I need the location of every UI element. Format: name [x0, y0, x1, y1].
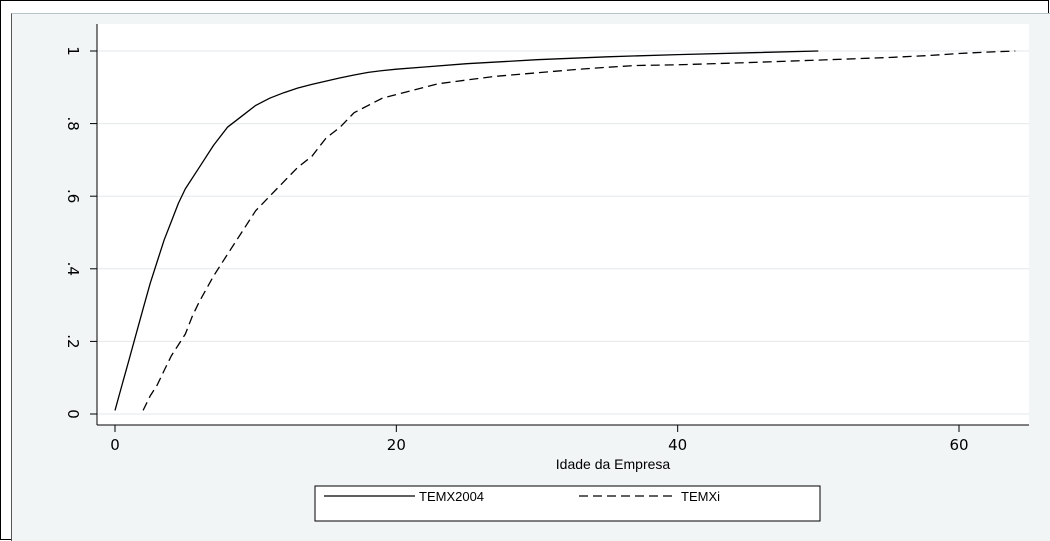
y-tick-label: .8 — [64, 116, 82, 130]
x-tick-label: 60 — [949, 436, 968, 454]
series-line-temxi — [142, 50, 1016, 411]
legend-label-temx2004: TEMX2004 — [419, 489, 484, 504]
x-axis-title: Idade da Empresa — [556, 456, 671, 472]
x-tick-label: 0 — [110, 436, 120, 454]
plot-area — [97, 24, 1029, 425]
y-tick-label: .6 — [64, 189, 82, 203]
series-line-temx2004 — [114, 50, 819, 411]
legend-box — [314, 485, 821, 522]
y-tick-label: 0 — [64, 409, 82, 419]
x-tick-label: 40 — [668, 436, 687, 454]
y-tick-label: .2 — [64, 334, 82, 348]
legend-label-temxi: TEMXi — [681, 489, 720, 504]
y-tick-label: .4 — [64, 262, 82, 276]
y-tick-label: 1 — [64, 46, 82, 56]
x-tick-label: 20 — [387, 436, 406, 454]
